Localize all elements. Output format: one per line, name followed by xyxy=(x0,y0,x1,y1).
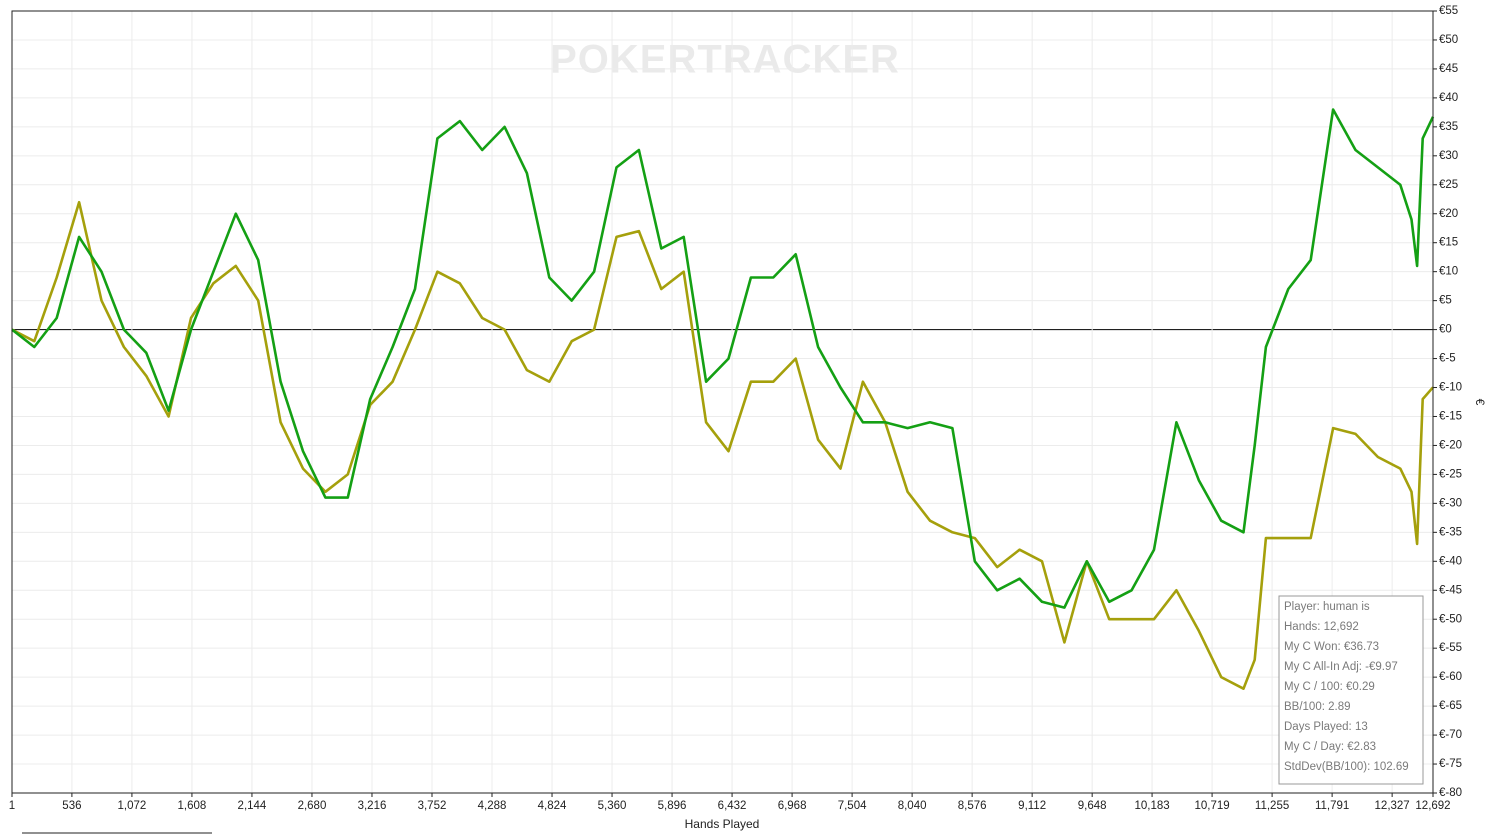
x-tick-label: 1,072 xyxy=(118,800,147,812)
y-tick-label: €-55 xyxy=(1439,642,1462,654)
info-line: StdDev(BB/100): 102.69 xyxy=(1284,761,1409,773)
info-line: My C / 100: €0.29 xyxy=(1284,681,1375,693)
x-tick-label: 2,144 xyxy=(238,800,267,812)
x-tick-label: 5,360 xyxy=(598,800,627,812)
x-tick-label: 11,255 xyxy=(1255,800,1289,812)
x-tick-label: 536 xyxy=(62,800,81,812)
y-tick-label: €-45 xyxy=(1439,584,1462,596)
y-tick-label: €-50 xyxy=(1439,613,1462,625)
x-tick-label: 12,327 xyxy=(1375,800,1410,812)
y-tick-label: €-60 xyxy=(1439,671,1462,683)
info-line: Player: human is xyxy=(1284,601,1370,613)
x-tick-label: 12,692 xyxy=(1415,800,1450,812)
x-tick-label: 9,648 xyxy=(1078,800,1107,812)
x-tick-label: 1,608 xyxy=(178,800,207,812)
x-tick-label: 5,896 xyxy=(658,800,687,812)
x-tick-label: 6,432 xyxy=(718,800,747,812)
y-tick-label: €-15 xyxy=(1439,411,1462,423)
y-tick-label: €-35 xyxy=(1439,526,1462,538)
y-tick-label: €20 xyxy=(1439,208,1458,220)
x-tick-label: 1 xyxy=(9,800,15,812)
x-tick-label: 7,504 xyxy=(838,800,867,812)
series-line xyxy=(11,200,1434,690)
x-tick-label: 4,288 xyxy=(478,800,507,812)
info-line: My C / Day: €2.83 xyxy=(1284,741,1376,753)
y-tick-label: €45 xyxy=(1439,63,1458,75)
series-line xyxy=(11,108,1435,609)
x-tick-label: 2,680 xyxy=(298,800,327,812)
x-tick-label: 8,040 xyxy=(898,800,927,812)
y-tick-label: €50 xyxy=(1439,34,1458,46)
x-tick-label: 6,968 xyxy=(778,800,807,812)
y-tick-label: €-80 xyxy=(1439,787,1462,799)
info-line: My C Won: €36.73 xyxy=(1284,641,1379,653)
info-line: Days Played: 13 xyxy=(1284,721,1368,733)
info-line: BB/100: 2.89 xyxy=(1284,701,1351,713)
info-box xyxy=(1278,595,1424,785)
x-tick-label: 8,576 xyxy=(958,800,987,812)
x-tick-label: 4,824 xyxy=(538,800,567,812)
y-tick-label: €-5 xyxy=(1439,353,1456,365)
y-tick-label: €35 xyxy=(1439,121,1458,133)
y-tick-label: €40 xyxy=(1439,92,1458,104)
y-tick-label: €25 xyxy=(1439,179,1458,191)
y-tick-label: €-10 xyxy=(1439,382,1462,394)
y-tick-label: €-25 xyxy=(1439,468,1462,480)
y-tick-label: €-70 xyxy=(1439,729,1462,741)
info-line: My C All-In Adj: -€9.97 xyxy=(1284,661,1398,673)
plot-frame xyxy=(11,10,1434,794)
y-tick-label: €30 xyxy=(1439,150,1458,162)
watermark: POKERTRACKER xyxy=(550,38,900,82)
x-tick-label: 3,752 xyxy=(418,800,447,812)
y-axis-label: € xyxy=(1473,399,1487,406)
info-line: Hands: 12,692 xyxy=(1284,621,1359,633)
x-tick-label: 3,216 xyxy=(358,800,387,812)
y-tick-label: €-75 xyxy=(1439,758,1462,770)
x-tick-label: 9,112 xyxy=(1018,800,1046,812)
y-tick-label: €0 xyxy=(1439,324,1452,336)
x-axis-label: Hands Played xyxy=(685,817,760,831)
x-tick-label: 11,791 xyxy=(1315,800,1349,812)
y-tick-label: €15 xyxy=(1439,237,1458,249)
y-tick-label: €55 xyxy=(1439,5,1458,17)
x-tick-label: 10,183 xyxy=(1134,800,1169,812)
y-tick-label: €10 xyxy=(1439,266,1458,278)
y-tick-label: €-20 xyxy=(1439,439,1462,451)
x-tick-label: 10,719 xyxy=(1194,800,1229,812)
y-tick-label: €5 xyxy=(1439,295,1452,307)
y-tick-label: €-65 xyxy=(1439,700,1462,712)
y-tick-label: €-40 xyxy=(1439,555,1462,567)
y-tick-label: €-30 xyxy=(1439,497,1462,509)
